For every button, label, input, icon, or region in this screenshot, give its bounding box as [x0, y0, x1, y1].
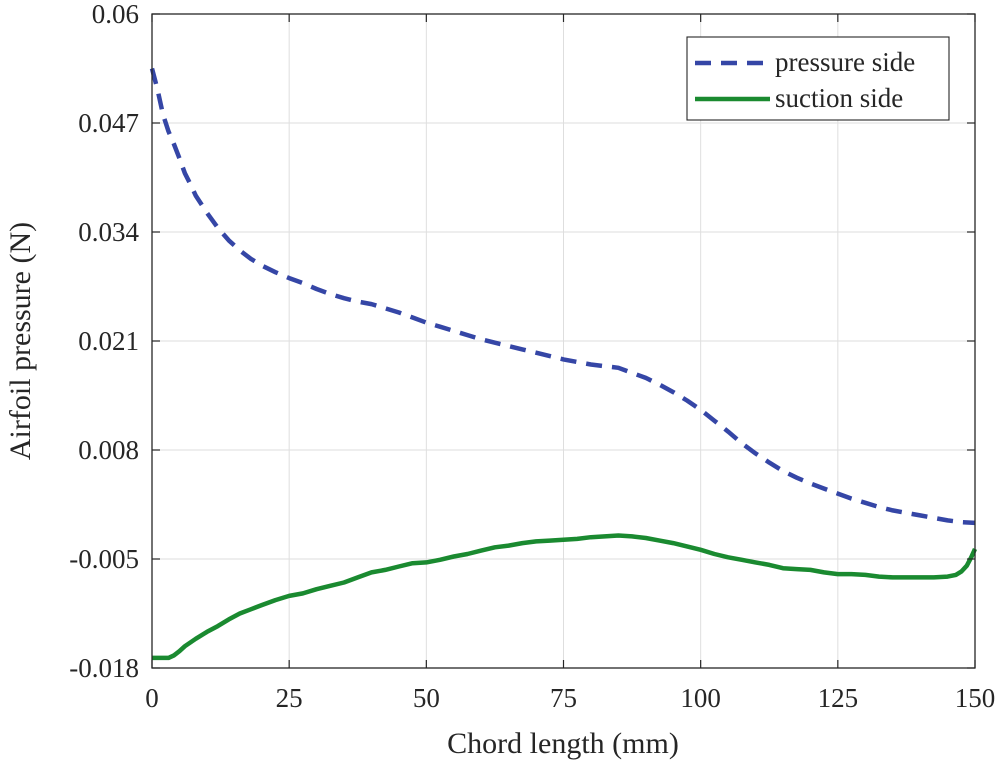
y-tick-label: 0.047	[78, 108, 139, 138]
legend-label-suction-side: suction side	[775, 83, 903, 113]
x-axis-title: Chord length (mm)	[447, 727, 679, 760]
x-tick-label: 100	[680, 683, 721, 713]
x-tick-label: 25	[276, 683, 303, 713]
plot-series	[149, 67, 978, 661]
y-tick-label: 0.021	[78, 326, 139, 356]
y-tick-label: 0.008	[78, 435, 139, 465]
y-axis-title: Airfoil pressure (N)	[4, 222, 37, 460]
axis-ticks: 0 25 50 75 100 125 150 -0.018 -0.005 0.008 0.021 0.…	[69, 0, 995, 713]
legend-label-pressure-side: pressure side	[775, 47, 915, 77]
y-tick-label: -0.005	[69, 544, 139, 574]
x-tick-label: 0	[145, 683, 159, 713]
y-tick-label: 0.034	[78, 217, 139, 247]
x-tick-label: 75	[550, 683, 577, 713]
y-tick-label: 0.06	[92, 0, 139, 29]
x-tick-label: 150	[955, 683, 996, 713]
grid	[152, 14, 975, 668]
x-tick-label: 125	[818, 683, 859, 713]
series-line-suction-side	[152, 533, 978, 661]
legend-box	[686, 36, 950, 121]
x-tick-label: 50	[413, 683, 440, 713]
legend: pressure side suction side	[686, 36, 950, 121]
y-tick-label: -0.018	[69, 653, 139, 683]
series-line-pressure-side	[149, 67, 976, 526]
